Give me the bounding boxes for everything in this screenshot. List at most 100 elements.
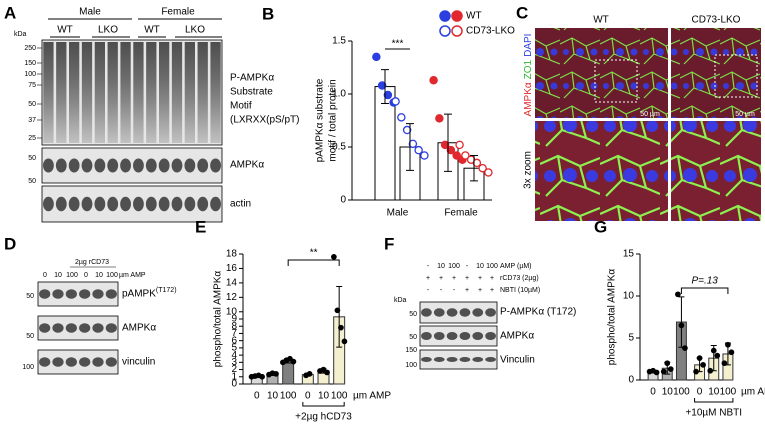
band [107,158,119,173]
data-point [420,151,429,160]
y-tick-label: 1.0 [332,89,346,100]
band [459,357,471,362]
band [459,308,471,317]
x-axis-label: µm AMP [741,387,765,398]
label: 3x zoom [523,151,534,189]
error-bar [678,296,685,348]
band [92,289,104,299]
x-tick-label: 100 [280,391,297,402]
data-point [331,254,337,260]
band [433,308,445,317]
label: 100 [106,272,118,279]
error-bar [304,372,311,377]
lane-smear [69,42,80,143]
x-tick-label: 100 [720,387,737,398]
panel-letter: B [262,4,274,23]
data-point [402,125,412,135]
label: 50 [26,293,34,300]
significance-bracket [287,259,340,266]
label: 150 [405,347,417,354]
legend-marker [439,25,451,37]
band [68,196,80,212]
data-point [700,362,706,368]
label: 10 [54,272,62,279]
y-tick-label: 10 [226,306,238,317]
superscript: (T172) [156,287,177,294]
lane-smear [159,42,170,143]
data-point [290,358,297,365]
band [421,332,432,340]
data-point [408,139,418,149]
label: CD73-LKO [692,15,741,26]
legend-marker [451,25,463,37]
label: (LXRXX(pS/pT) [230,115,299,126]
band [79,323,91,333]
label: Substrate [230,87,273,98]
significance: P=.13 [691,276,718,287]
label: 50 [28,101,36,108]
label: 50 [28,178,36,185]
band [79,357,91,367]
y-tick-label: 5 [628,333,634,344]
y-axis-label: phospho/total AMPKα [607,269,618,366]
label: 10 [95,272,103,279]
band [65,289,77,299]
label: 0 [43,272,47,279]
legend-marker [451,10,463,22]
error-bar [406,123,414,171]
band [94,196,106,212]
band [55,196,67,212]
lane-smear [133,42,144,143]
y-tick-label: 0.5 [332,142,346,153]
label: WT [593,15,609,26]
label: 50 µm [640,111,660,118]
data-point [714,352,721,359]
band [43,196,54,212]
label: NBTI (10µM) [500,287,540,294]
y-tick-label: 0 [340,195,346,206]
label: WT [57,25,73,36]
band [105,357,117,367]
error-bar [664,361,671,375]
label: 50 [409,334,417,341]
label: + [452,275,456,282]
data-point [435,114,444,123]
error-bar [696,357,703,373]
band [184,196,196,212]
group-bracket [302,402,345,407]
label: - [466,263,469,270]
label: Male [79,7,101,18]
label: - [427,263,430,270]
legend-marker [439,10,451,22]
label: - [440,287,443,294]
band [446,308,458,317]
significance: ** [310,248,318,259]
band [133,196,144,212]
label: Female [161,7,195,18]
y-tick-label: 7 [231,328,237,339]
band [421,308,432,317]
label: AMPKα [122,323,156,334]
label: 100 [448,263,460,270]
band [433,357,445,362]
band [472,308,484,317]
data-point [478,163,487,173]
error-bar [285,358,292,364]
legend-label: WT [466,11,482,22]
lane-smear [184,42,195,143]
significance-bracket [680,287,729,294]
label: Motif [230,101,252,112]
label: + [439,275,443,282]
data-point [452,151,461,160]
y-tick-label: 4 [231,350,237,361]
band [92,357,104,367]
label: 10 [437,263,445,270]
label: 75 [28,82,36,89]
data-point [324,369,330,376]
group-label: +2µg hCD73 [295,412,352,423]
band [105,289,117,299]
label: - [453,287,456,294]
band [92,323,104,333]
label: 250 [24,45,36,52]
